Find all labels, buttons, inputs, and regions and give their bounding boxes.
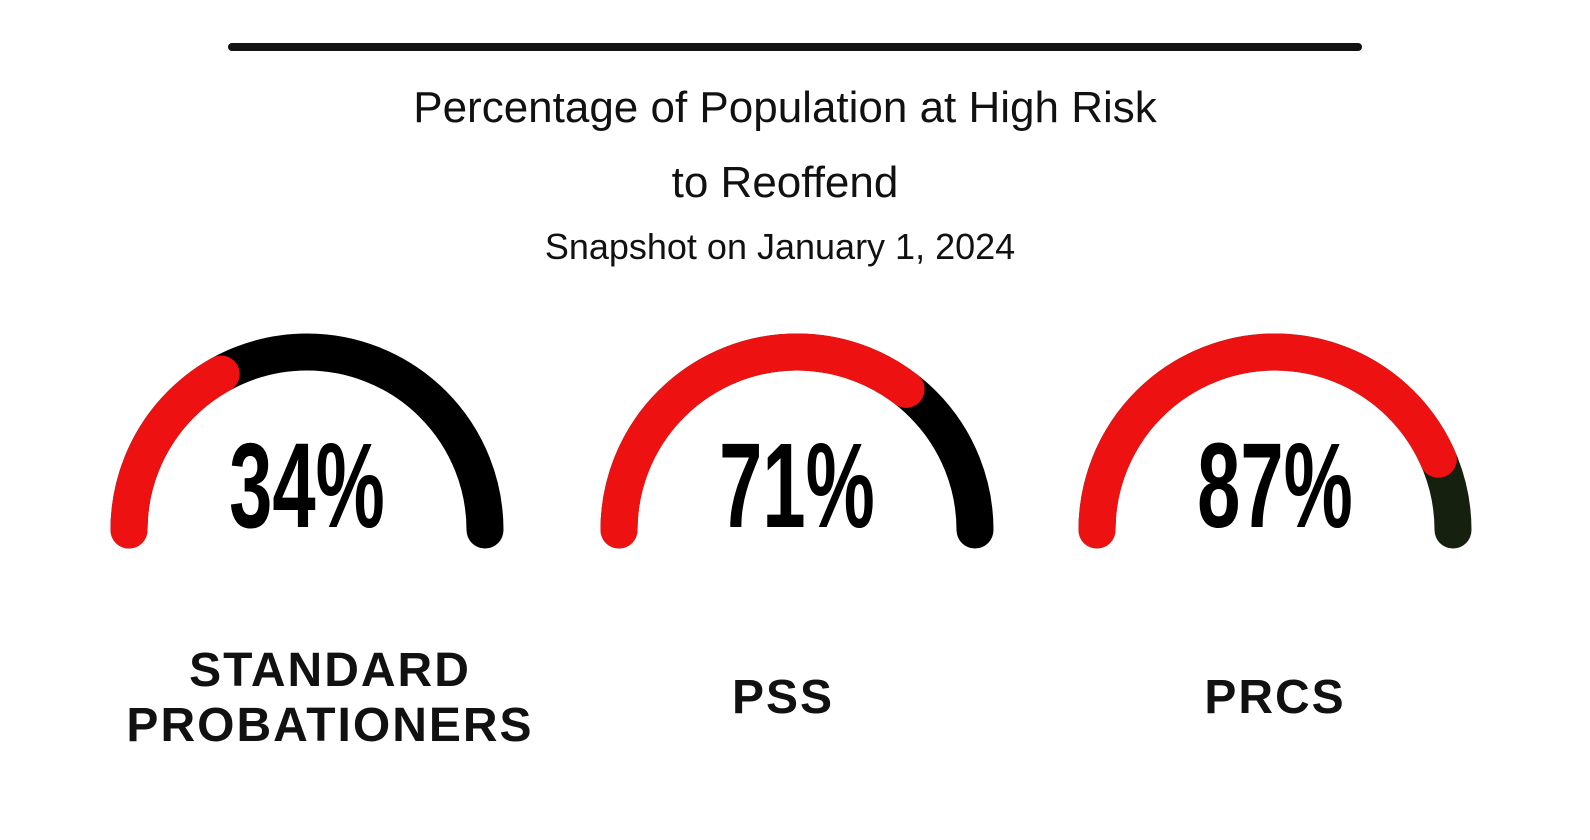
- gauge-value-arc: [600, 333, 925, 549]
- value-label-group: 71%: [719, 418, 875, 554]
- top-rule: [228, 43, 1362, 51]
- gauge-value-arc: [110, 355, 240, 549]
- value-label: 71%: [719, 418, 875, 554]
- category-label: PSS: [731, 671, 835, 724]
- value-label-group: 87%: [1197, 418, 1353, 554]
- category-label: STANDARD PROBATIONERS: [126, 644, 534, 752]
- value-label-group: 34%: [229, 418, 385, 554]
- chart-title: Percentage of Population at High Risk to…: [413, 83, 1157, 207]
- chart-subtitle: Snapshot on January 1, 2024: [544, 226, 1016, 267]
- gauge-value-arc: [1078, 333, 1457, 549]
- value-label: 34%: [229, 418, 385, 554]
- value-label: 87%: [1197, 418, 1353, 554]
- category-label: PRCS: [1204, 671, 1346, 724]
